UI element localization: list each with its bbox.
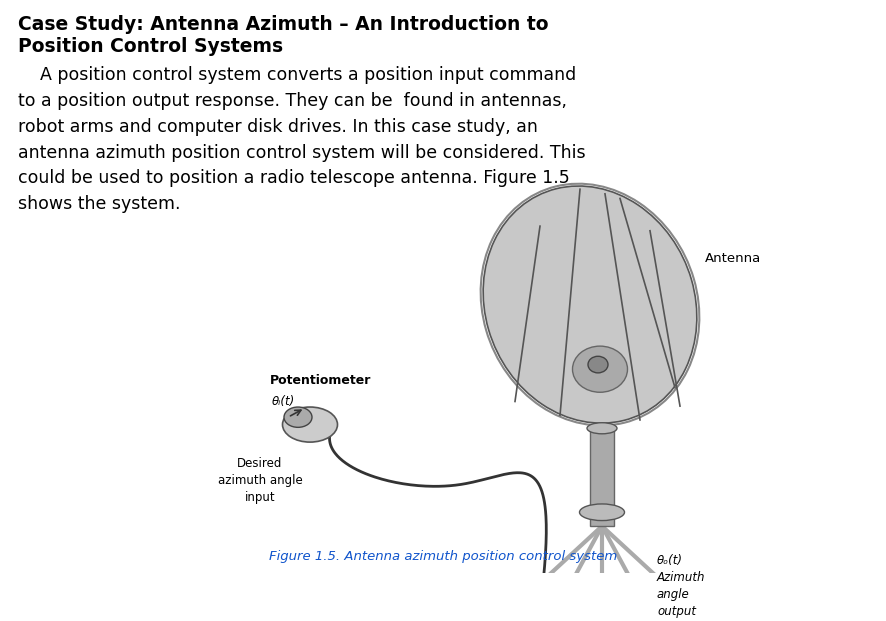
Ellipse shape [571,346,626,392]
Text: θₒ(t)
Azimuth
angle
output: θₒ(t) Azimuth angle output [657,554,704,618]
Polygon shape [532,586,672,598]
Text: Position Control Systems: Position Control Systems [18,37,283,56]
Ellipse shape [282,407,337,442]
Text: Potentiometer: Potentiometer [269,374,371,387]
Ellipse shape [587,423,617,434]
Ellipse shape [284,407,312,427]
Ellipse shape [587,356,607,373]
Ellipse shape [483,186,696,423]
Polygon shape [651,581,672,592]
Ellipse shape [579,504,624,520]
Polygon shape [591,581,611,592]
Text: Case Study: Antenna Azimuth – An Introduction to: Case Study: Antenna Azimuth – An Introdu… [18,15,548,34]
Polygon shape [532,581,551,592]
Polygon shape [589,425,613,526]
Text: Figure 1.5. Antenna azimuth position control system: Figure 1.5. Antenna azimuth position con… [268,550,617,563]
Text: Desired
azimuth angle
input: Desired azimuth angle input [217,457,302,504]
Text: A position control system converts a position input command
to a position output: A position control system converts a pos… [18,66,585,213]
Text: θᵢ(t): θᵢ(t) [272,395,295,408]
Text: Antenna: Antenna [704,252,760,265]
